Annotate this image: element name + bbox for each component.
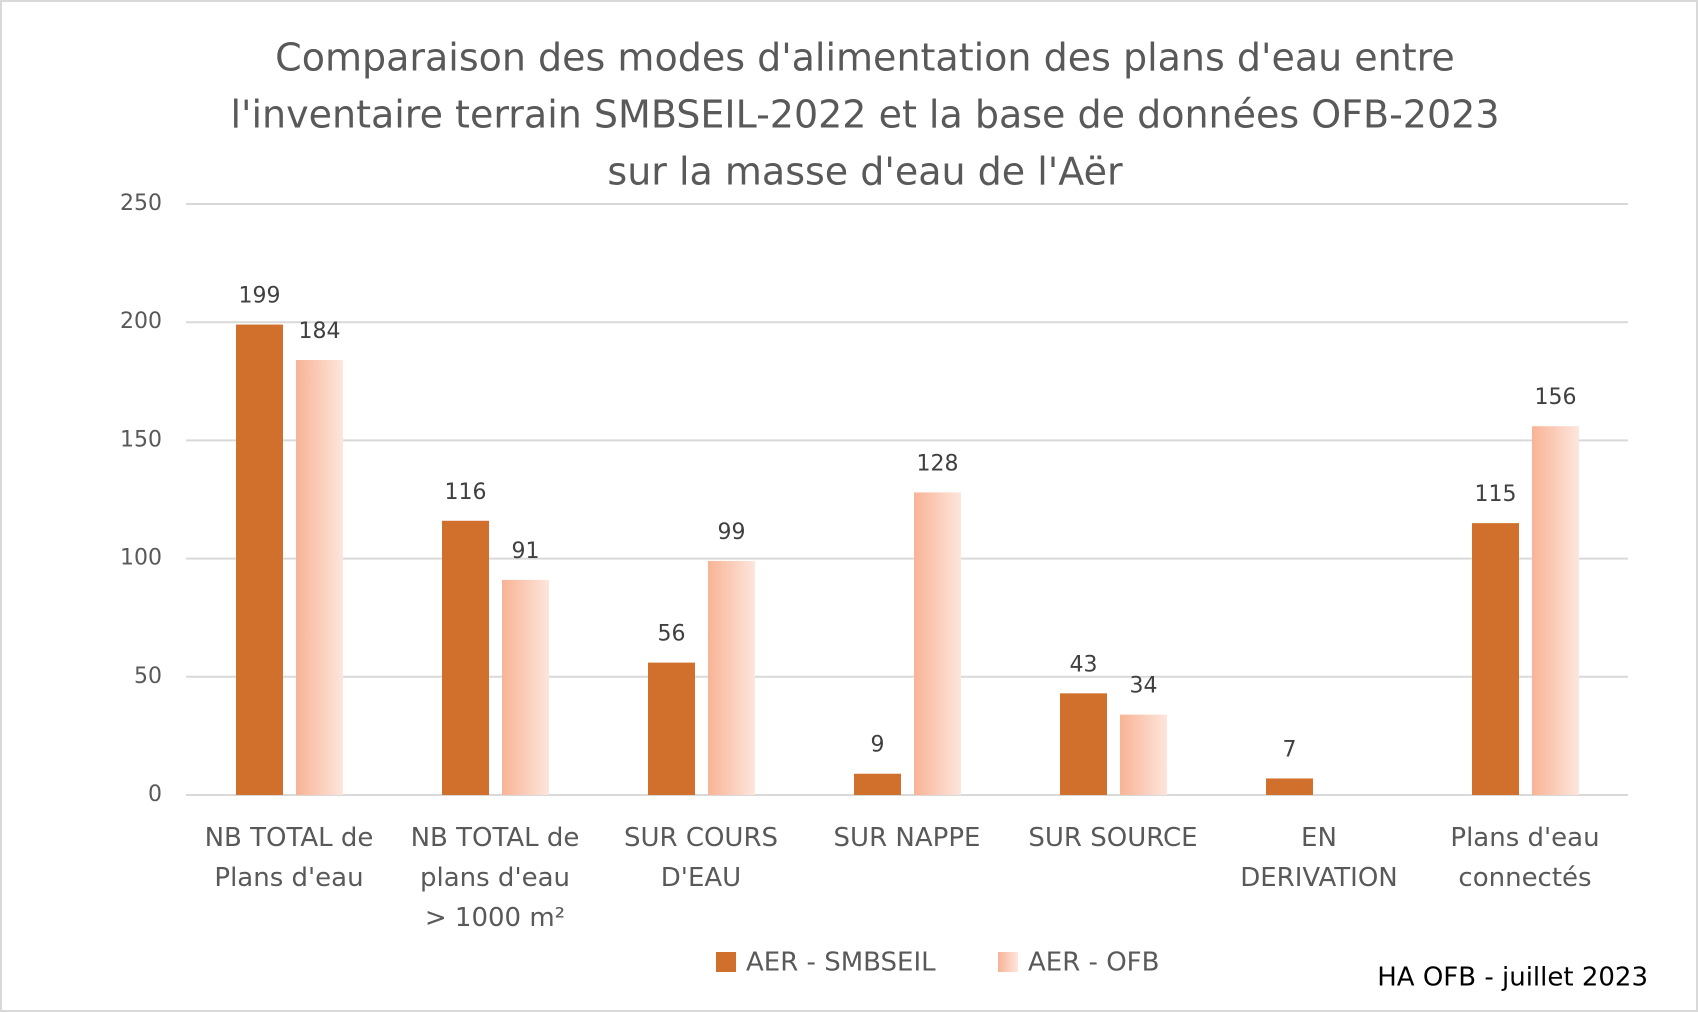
x-tick-label: SUR SOURCE [1028,823,1198,853]
y-tick-label: 250 [120,191,162,216]
bar [236,324,283,795]
bar [1266,778,1313,795]
legend-label: AER - OFB [1028,948,1159,978]
chart-title: Comparaison des modes d'alimentation des… [275,36,1455,80]
value-label: 34 [1130,674,1158,699]
bar [502,579,549,795]
x-tick-label: SUR NAPPE [833,823,981,853]
value-label: 9 [871,733,885,758]
x-tick-label: NB TOTAL de Plans d'eau [204,823,374,893]
y-tick-label: 50 [134,664,162,689]
bar [914,492,961,795]
bar [1472,523,1519,795]
bar [296,360,343,795]
x-tick-label: EN DERIVATION [1240,823,1398,893]
x-tick-label: NB TOTAL de plans d'eau > 1000 m² [410,823,580,933]
value-label: 99 [718,520,746,545]
bar [1120,714,1167,795]
bar [854,773,901,795]
x-tick-label: Plans d'eau connectés [1450,823,1600,893]
bar [1060,693,1107,795]
bar [648,662,695,795]
legend-swatch [716,952,736,972]
legend-swatch [998,952,1018,972]
value-label: 116 [445,480,487,505]
y-tick-label: 100 [120,546,162,571]
value-label: 184 [299,319,341,344]
bar [708,560,755,795]
value-label: 43 [1070,652,1098,677]
x-tick-label: SUR COURS D'EAU [623,823,779,893]
y-tick-label: 0 [148,782,162,807]
value-label: 115 [1475,482,1517,507]
value-label: 56 [658,622,686,647]
chart-title: sur la masse d'eau de l'Aër [607,150,1123,194]
legend-label: AER - SMBSEIL [746,948,936,978]
bar [442,520,489,795]
value-label: 156 [1535,385,1577,410]
y-tick-label: 200 [120,309,162,334]
value-label: 128 [917,451,959,476]
chart-title: l'inventaire terrain SMBSEIL-2022 et la … [230,93,1499,137]
y-tick-label: 150 [120,427,162,452]
bar [1532,426,1579,795]
value-label: 7 [1283,737,1297,762]
footnote: HA OFB - juillet 2023 [1377,963,1648,993]
value-label: 199 [239,284,281,309]
value-label: 91 [512,539,540,564]
